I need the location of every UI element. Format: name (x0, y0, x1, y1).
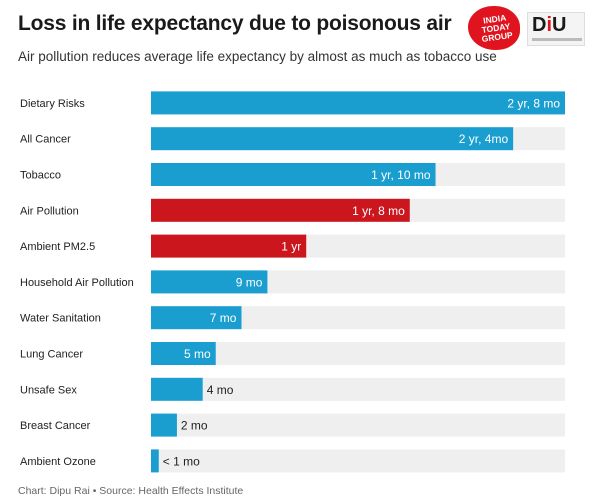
bar-track-ambient-ozone (151, 449, 565, 473)
category-label-dietary-risks: Dietary Risks (20, 98, 85, 110)
value-label-ambient-ozone: < 1 mo (163, 454, 200, 468)
bar-track-lung-cancer (151, 342, 565, 365)
bar-water-sanitation (151, 306, 242, 330)
bar-unsafe-sex (151, 377, 203, 401)
value-label-air-pollution: 1 yr, 8 mo (352, 204, 405, 218)
chart-footer: Chart: Dipu Rai • Source: Health Effects… (18, 485, 244, 497)
bar-track-water-sanitation (151, 306, 565, 330)
category-label-air-pollution: Air Pollution (20, 205, 79, 217)
category-label-household-air-pollution: Household Air Pollution (20, 277, 134, 289)
value-label-all-cancer: 2 yr, 4mo (459, 132, 509, 146)
bar-dietary-risks (151, 91, 565, 115)
value-label-water-sanitation: 7 mo (210, 311, 237, 325)
value-label-unsafe-sex: 4 mo (207, 383, 234, 397)
bar-track-breast-cancer (151, 413, 565, 437)
value-label-tobacco: 1 yr, 10 mo (371, 168, 431, 182)
bar-track-unsafe-sex (151, 377, 565, 401)
diu-logo: DiU (527, 12, 585, 46)
category-label-tobacco: Tobacco (20, 170, 61, 182)
bar-ambient-pm2-5 (151, 234, 307, 258)
category-label-unsafe-sex: Unsafe Sex (20, 384, 77, 396)
category-label-breast-cancer: Breast Cancer (20, 420, 91, 432)
category-label-water-sanitation: Water Sanitation (20, 313, 101, 325)
india-today-logo: INDIA TODAY GROUP (468, 6, 520, 54)
value-label-lung-cancer: 5 mo (184, 347, 211, 361)
value-label-household-air-pollution: 9 mo (236, 275, 263, 289)
category-label-lung-cancer: Lung Cancer (20, 349, 83, 361)
value-label-dietary-risks: 2 yr, 8 mo (507, 96, 560, 110)
value-label-breast-cancer: 2 mo (181, 419, 208, 433)
category-label-ambient-pm2-5: Ambient PM2.5 (20, 241, 95, 253)
chart-subtitle: Air pollution reduces average life expec… (18, 49, 497, 64)
bar-household-air-pollution (151, 270, 268, 294)
bar-air-pollution (151, 198, 410, 222)
chart-title: Loss in life expectancy due to poisonous… (18, 12, 452, 35)
bar-all-cancer (151, 127, 514, 151)
bar-breast-cancer (151, 413, 177, 437)
category-label-ambient-ozone: Ambient Ozone (20, 456, 96, 468)
bar-ambient-ozone (151, 449, 159, 473)
bar-lung-cancer (151, 342, 216, 365)
category-label-all-cancer: All Cancer (20, 134, 71, 146)
value-label-ambient-pm2-5: 1 yr (281, 240, 301, 254)
bar-tobacco (151, 163, 436, 186)
